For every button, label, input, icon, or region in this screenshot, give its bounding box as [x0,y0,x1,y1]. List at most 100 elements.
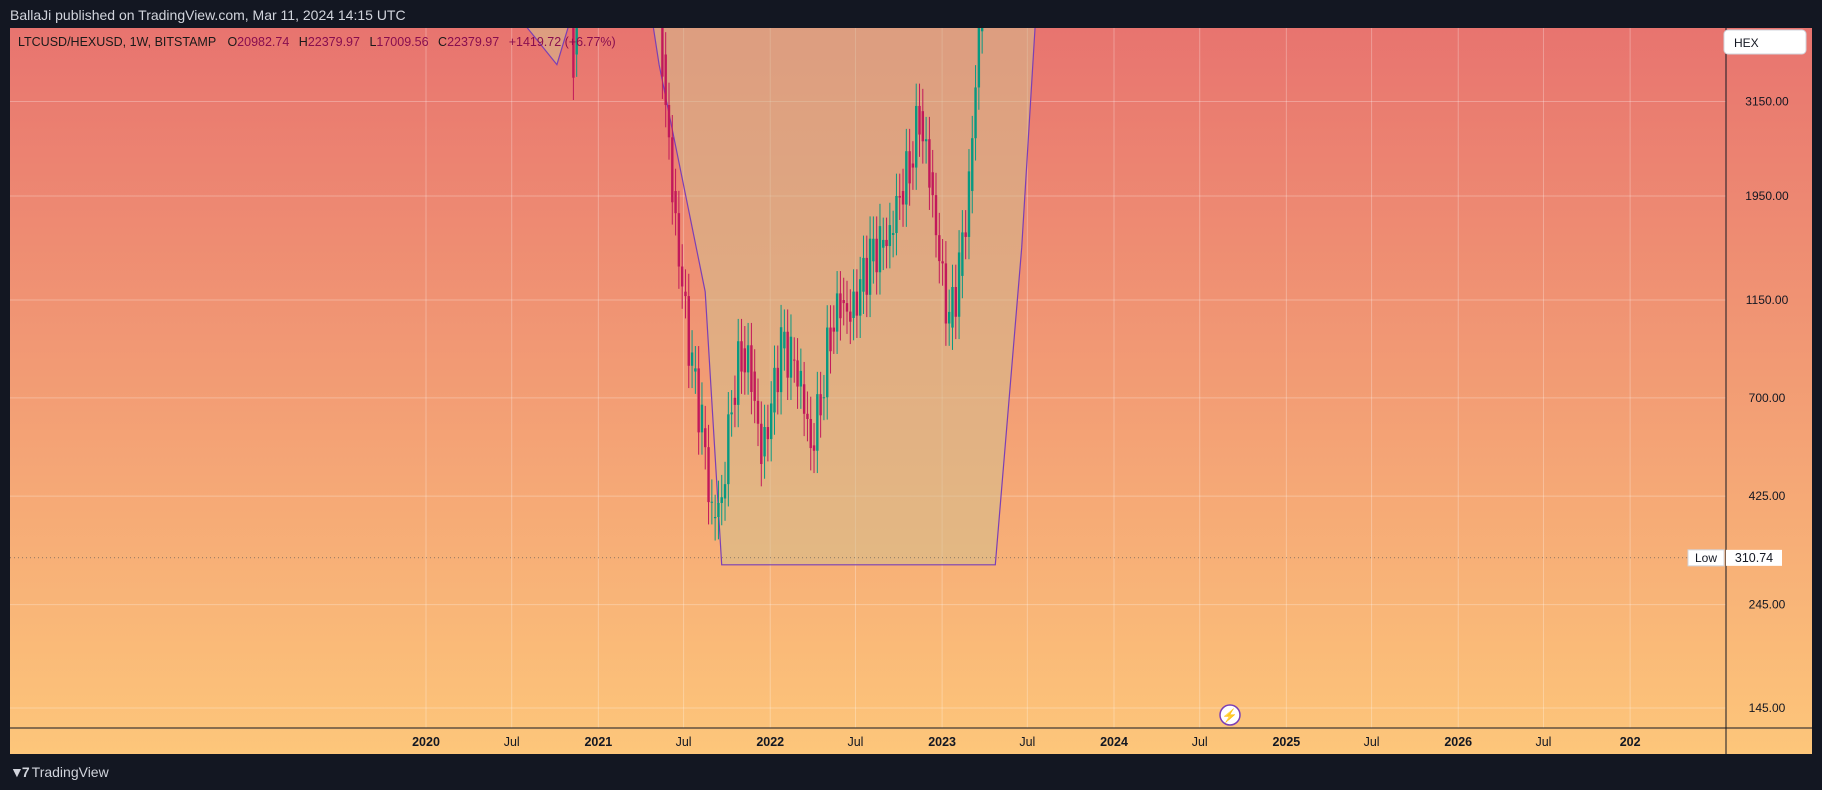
candle-body [809,418,812,449]
candle-body [750,345,753,392]
tradingview-logo[interactable]: ▼7 TradingView [10,764,109,780]
chart-area[interactable]: log tgtlinear tgt 145.00245.00425.00700.… [10,0,1812,754]
candle-body [895,195,898,234]
candle-body [947,311,951,324]
candle-body [723,484,727,499]
candle-body [918,105,921,135]
candle-body [938,235,941,262]
candle-body [908,151,911,184]
currency-selector[interactable]: HEX [1723,29,1807,55]
low-value-box [1726,549,1782,566]
candle-body [839,293,842,319]
candle-body [934,195,938,236]
candle-body [915,105,918,168]
candle-body [928,139,931,188]
chart-svg[interactable]: log tgtlinear tgt 145.00245.00425.00700.… [10,0,1812,754]
time-tick-label: Jul [1019,735,1035,749]
candle-body [760,423,763,465]
legend-l-value: 17009.56 [376,35,428,49]
candle-body [806,413,809,419]
time-tick-label: Jul [847,735,863,749]
replay-button[interactable]: ⚡ [1219,704,1241,726]
time-tick-label: 2021 [584,735,612,749]
time-tick-label: 2022 [756,735,784,749]
candle-body [822,397,826,399]
candle-body [977,25,981,88]
price-tick-label: 145.00 [1749,701,1786,715]
candle-body [687,296,690,366]
legend-c-label: C [438,35,447,49]
legend-c-value: 22379.97 [447,35,499,49]
candle-body [677,213,681,267]
legend: LTCUSD/HEXUSD, 1W, BITSTAMP O20982.74 H 2… [18,35,616,49]
candle-body [944,263,948,324]
candle-body [684,291,687,297]
candle-body [674,191,677,214]
currency-label[interactable]: HEX [1734,36,1759,50]
candle-body [878,226,882,273]
published-text: BallaJi published on TradingView.com, Ma… [10,7,406,23]
candle-body [776,367,779,393]
candle-body [766,427,770,440]
time-tick-label: 2024 [1100,735,1128,749]
candle-body [954,287,957,317]
candle-body [733,397,737,405]
candle-body [796,360,799,387]
legend-h-label: H [299,35,308,49]
candle-body [924,139,928,142]
candle-body [971,138,974,192]
candle-body [572,0,575,78]
time-axis[interactable]: 2020 Jul 2021 Jul 2022 Jul 2023 Jul 2024 Jul 2025 J… [10,727,1812,749]
candle-body [832,327,836,332]
candle-body [730,412,733,415]
candle-body [891,233,895,235]
legend-symbol: LTCUSD/HEXUSD, 1W, BITSTAMP [18,35,216,49]
candle-body [661,0,664,77]
candle-body [961,232,964,276]
price-tick-label: 3150.00 [1745,95,1789,109]
candle-body [667,104,671,138]
candle-body [707,447,710,503]
candle-body [967,171,971,237]
candle-body [826,327,829,398]
legend-o-label: O [227,35,237,49]
candle-body [835,293,839,332]
candle-body [845,303,849,312]
candle-body [875,238,878,273]
candle-body [575,0,578,55]
legend-change: +1419.72 (+6.77%) [509,35,616,49]
price-axis[interactable]: 145.00 245.00 425.00 700.00 1150.00 1950.00 31… [1725,28,1789,754]
candle-body [849,311,852,322]
candle-body [819,394,822,416]
time-tick-label: Jul [1364,735,1380,749]
legend-o-value: 20982.74 [237,35,289,49]
candle-body [951,287,954,328]
candle-body [786,331,789,378]
time-tick-label: Jul [504,735,520,749]
candle-body [713,517,717,519]
candle-body [793,359,796,361]
candle-body [941,261,944,264]
candle-body [799,370,803,387]
candle-body [872,238,875,262]
candle-body [816,394,819,451]
candle-body [783,331,786,349]
candle-body [740,341,743,372]
legend-l-label: L [369,35,376,49]
price-tick-label: 1950.00 [1745,189,1789,203]
time-tick-label: 2020 [412,735,440,749]
candle-body [704,428,707,448]
low-value: 310.74 [1735,551,1773,565]
candle-body [690,352,694,366]
candle-body [697,368,700,433]
candle-body [957,252,961,317]
candle-body [980,1,984,32]
candle-body [931,172,934,196]
lightning-icon[interactable]: ⚡ [1222,708,1238,724]
candle-body [812,445,816,451]
candle-body [842,300,845,304]
candle-body [802,384,806,414]
candle-body [855,291,859,316]
candle-body [921,111,925,142]
published-header: BallaJi published on TradingView.com, Ma… [0,0,1822,28]
